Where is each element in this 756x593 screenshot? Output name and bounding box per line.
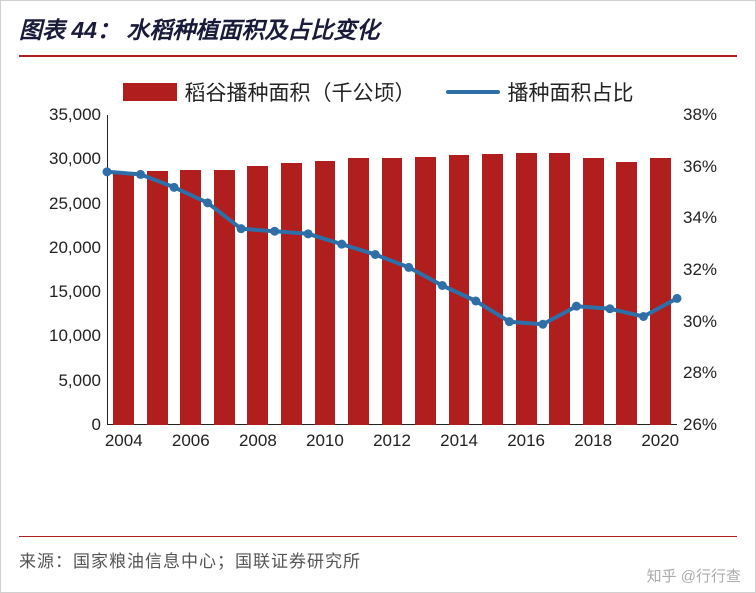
line-marker [270,227,279,236]
y-right-tick: 32% [677,260,717,280]
bar [449,155,470,425]
title-rule [19,55,737,57]
legend-item-line: 播种面积占比 [446,77,634,107]
x-tick: 2016 [507,425,545,451]
legend: 稻谷播种面积（千公顷） 播种面积占比 [1,77,755,107]
line-marker [237,224,246,233]
x-tick: 2020 [641,425,679,451]
source-rule [19,536,737,537]
x-tick: 2010 [306,425,344,451]
y-left-tick: 10,000 [49,326,107,346]
bar [482,154,503,425]
x-tick: 2004 [105,425,143,451]
y-left-tick: 20,000 [49,238,107,258]
y-left-tick: 5,000 [58,371,107,391]
y-left-tick: 30,000 [49,149,107,169]
y-right-tick: 28% [677,363,717,383]
line-marker [572,302,581,311]
bar [247,166,268,425]
bar [382,158,403,425]
bar [214,170,235,425]
source-text: 来源：国家粮油信息中心；国联证券研究所 [19,547,737,572]
x-tick: 2006 [172,425,210,451]
y-axis [107,115,108,425]
legend-label-bar: 稻谷播种面积（千公顷） [185,77,416,107]
line-marker [673,294,682,303]
bar [348,158,369,425]
line-marker [404,263,413,272]
line-marker [639,312,648,321]
bar [147,171,168,425]
source-block: 来源：国家粮油信息中心；国联证券研究所 [19,536,737,572]
line-marker [203,198,212,207]
legend-label-line: 播种面积占比 [508,77,634,107]
bar [650,158,671,425]
x-tick: 2018 [574,425,612,451]
legend-swatch-line [446,90,500,94]
y-left-tick: 25,000 [49,194,107,214]
plot-area: 05,00010,00015,00020,00025,00030,00035,0… [107,115,677,425]
figure-container: 图表 44： 水稻种植面积及占比变化 稻谷播种面积（千公顷） 播种面积占比 05… [0,0,756,593]
y-right-tick: 38% [677,105,717,125]
bar [180,170,201,425]
x-tick: 2012 [373,425,411,451]
line-marker [471,297,480,306]
line-marker [538,320,547,329]
x-tick: 2014 [440,425,478,451]
bar [549,153,570,425]
bar [583,158,604,425]
bar [616,162,637,425]
watermark: 知乎 @行行查 [647,565,741,586]
y-right-tick: 26% [677,415,717,435]
line-marker [605,304,614,313]
y-right-tick: 34% [677,208,717,228]
line-marker [438,281,447,290]
bar [281,163,302,425]
line-marker [170,183,179,192]
line-marker [337,240,346,249]
bar [113,174,134,425]
line-marker [505,317,514,326]
line-marker [304,229,313,238]
legend-item-bar: 稻谷播种面积（千公顷） [123,77,416,107]
title-block: 图表 44： 水稻种植面积及占比变化 [1,1,755,49]
bar [516,153,537,425]
bar [315,161,336,425]
y-left-tick: 35,000 [49,105,107,125]
y-right-tick: 30% [677,312,717,332]
y-right-tick: 36% [677,157,717,177]
chart-area: 05,00010,00015,00020,00025,00030,00035,0… [19,115,737,461]
bar [415,157,436,425]
legend-swatch-bar [123,83,177,101]
chart-title: 图表 44： 水稻种植面积及占比变化 [19,11,737,45]
y-left-tick: 15,000 [49,282,107,302]
x-tick: 2008 [239,425,277,451]
line-marker [136,170,145,179]
line-marker [371,250,380,259]
